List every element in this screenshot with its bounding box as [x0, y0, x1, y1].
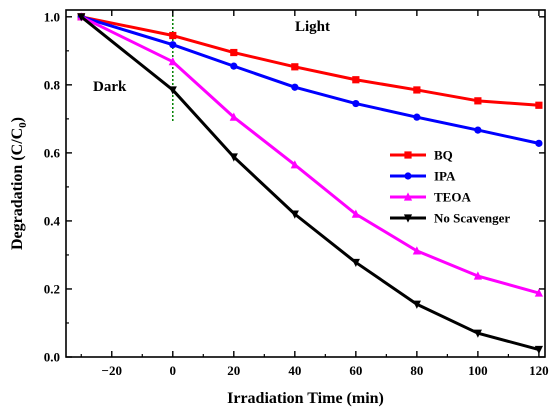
legend-item-bq: BQ	[390, 148, 453, 163]
data-point	[290, 160, 299, 169]
y-axis-title: Degradation (C/C0)	[9, 117, 29, 250]
plot-frame	[65, 9, 546, 358]
legend-label: BQ	[434, 148, 453, 163]
series-line	[80, 15, 540, 351]
y-axis-title-close: )	[9, 117, 26, 122]
data-point	[230, 48, 238, 57]
plot-border	[65, 9, 546, 358]
data-point	[534, 288, 543, 297]
series-ipa	[77, 13, 543, 147]
legend-label: TEOA	[434, 190, 471, 205]
data-point	[474, 126, 482, 134]
legend: BQ IPA TEOA No Scavenger	[390, 148, 510, 226]
data-point	[169, 41, 177, 49]
series-line	[80, 15, 540, 295]
data-point	[352, 76, 360, 84]
y-tick-label: 1.0	[44, 9, 60, 24]
x-tick-label: 40	[288, 363, 301, 378]
data-point	[535, 101, 543, 109]
data-point	[473, 329, 482, 338]
data-point	[413, 86, 421, 94]
data-point	[77, 13, 86, 22]
data-point	[404, 151, 412, 159]
x-tick-label: 20	[227, 363, 240, 378]
data-point	[168, 86, 177, 95]
y-axis-title-subscript: 0	[17, 122, 29, 128]
legend-label: IPA	[434, 169, 456, 184]
data-point	[473, 271, 482, 280]
y-axis-ticks: 0.0 0.2 0.4 0.6 0.8 1.0	[44, 9, 545, 365]
legend-item-no-scavenger: No Scavenger	[390, 211, 510, 226]
data-point	[351, 209, 360, 218]
data-point	[290, 210, 299, 219]
series-line	[80, 15, 540, 107]
x-tick-label: 120	[529, 363, 549, 378]
data-point	[229, 153, 238, 162]
data-point	[291, 63, 299, 71]
data-point	[352, 99, 360, 108]
series-layer	[77, 12, 543, 355]
y-tick-label: 0.8	[44, 77, 61, 92]
data-point	[412, 300, 421, 309]
x-tick-label: −20	[102, 363, 122, 378]
legend-item-ipa: IPA	[390, 169, 456, 184]
data-point	[403, 192, 413, 201]
series-teoa	[77, 12, 543, 297]
x-tick-label: 100	[468, 363, 488, 378]
data-point	[229, 112, 238, 121]
data-point	[413, 113, 421, 121]
data-point	[403, 214, 413, 223]
legend-label: No Scavenger	[434, 211, 510, 226]
x-axis-ticks: −20 0 20 40 60 80 100 120	[80, 10, 549, 378]
y-tick-label: 0.0	[44, 350, 60, 365]
data-point	[534, 345, 543, 355]
data-point	[230, 62, 238, 70]
annotation-light: Light	[295, 19, 330, 35]
x-tick-label: 0	[170, 363, 177, 378]
y-tick-label: 0.6	[44, 145, 61, 160]
y-tick-label: 0.4	[44, 213, 61, 228]
data-point	[291, 83, 299, 91]
data-point	[535, 139, 543, 147]
y-tick-label: 0.2	[44, 281, 60, 296]
x-axis-title: Irradiation Time (min)	[227, 390, 384, 407]
data-point	[169, 31, 177, 40]
x-tick-label: 80	[410, 363, 423, 378]
x-tick-label: 60	[349, 363, 362, 378]
data-point	[474, 97, 482, 105]
series-no-scavenger	[77, 13, 543, 355]
legend-item-teoa: TEOA	[390, 190, 471, 205]
data-point	[168, 57, 177, 66]
y-axis-title-main: Degradation (C/C	[9, 128, 26, 250]
annotation-dark: Dark	[93, 79, 127, 95]
data-point	[412, 246, 421, 255]
data-point	[351, 258, 360, 268]
series-line	[80, 15, 540, 145]
data-point	[404, 172, 412, 180]
